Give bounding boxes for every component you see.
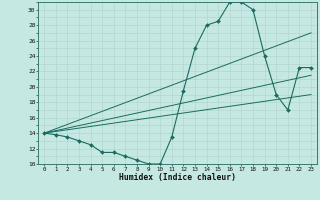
X-axis label: Humidex (Indice chaleur): Humidex (Indice chaleur) [119, 173, 236, 182]
